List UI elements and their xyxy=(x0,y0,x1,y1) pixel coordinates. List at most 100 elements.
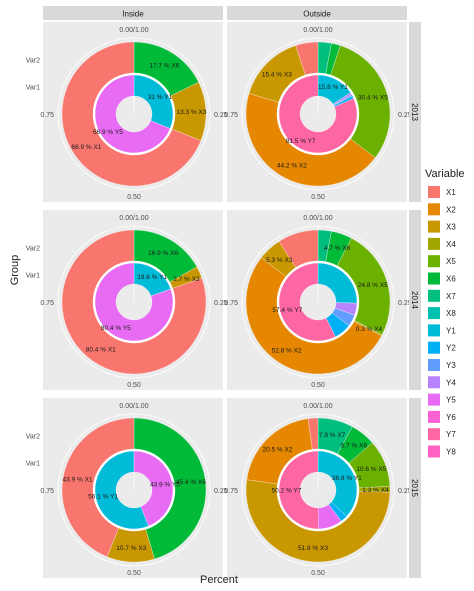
angle-tick-label: 0.25 xyxy=(398,112,412,119)
legend-key-Y6 xyxy=(428,410,440,423)
angle-tick-label: 0.25 xyxy=(398,488,412,495)
legend-label: X5 xyxy=(446,257,456,266)
legend-key-X7 xyxy=(428,289,440,302)
data-label: 5.7 % X6 xyxy=(341,443,368,450)
angle-tick-label: 0.50 xyxy=(127,194,141,201)
data-label: 43.9 % X1 xyxy=(63,477,93,484)
data-label: 31 % Y1 xyxy=(148,94,173,101)
data-label: 15.4 % X3 xyxy=(262,71,292,78)
data-label: 57.4 % Y7 xyxy=(272,307,302,314)
legend-key-X6 xyxy=(428,272,440,285)
legend-key-X2 xyxy=(428,203,440,216)
angle-tick-label: 0.75 xyxy=(40,300,54,307)
panels-layer: 0.00/1.00 0.25 0.50 0.75 31 % Y1 68.9 % Y5 17.… xyxy=(26,22,412,578)
angle-tick-label: 0.75 xyxy=(224,300,238,307)
legend-label: X3 xyxy=(446,223,456,232)
panel-outside-2015: 0.00/1.00 0.25 0.50 0.75 36.8 % Y1 50.2 % Y7 7… xyxy=(224,398,412,578)
data-label: 1.3 % X4 xyxy=(362,487,389,494)
angle-tick-label: 0.25 xyxy=(214,488,228,495)
legend-label: X6 xyxy=(446,275,456,284)
facet-strip-outside: Outside xyxy=(303,10,331,19)
data-label: 24.8 % X5 xyxy=(358,282,388,289)
data-label: 17.7 % X6 xyxy=(149,63,179,70)
y-axis-title: Group xyxy=(9,255,21,286)
data-label: 50.2 % Y7 xyxy=(272,488,302,495)
data-label: 30.4 % X5 xyxy=(358,94,388,101)
data-label: 44.2 % X2 xyxy=(277,163,307,170)
legend-key-Y4 xyxy=(428,376,440,389)
legend-label: Y5 xyxy=(446,396,456,405)
axis-labels: Percent Group xyxy=(9,255,238,586)
data-label: 19.6 % Y1 xyxy=(137,274,167,281)
legend-label: Y8 xyxy=(446,448,456,457)
angle-tick-label: 0.25 xyxy=(214,112,228,119)
legend-label: X4 xyxy=(446,240,456,249)
panel-outside-2013: 0.00/1.00 0.25 0.50 0.75 15.8 % Y1 81.5 % Y7 3… xyxy=(224,22,412,202)
angle-tick-label: 0.00/1.00 xyxy=(119,27,148,34)
data-label: 43.9 % Y5 xyxy=(150,482,180,489)
legend-key-Y7 xyxy=(428,428,440,441)
data-label: 4.7 % X6 xyxy=(324,245,351,252)
slice-inner-Y7 xyxy=(278,262,336,342)
legend-label: X7 xyxy=(446,292,456,301)
angle-tick-label: 0.50 xyxy=(127,382,141,389)
angle-tick-label: 0.50 xyxy=(311,194,325,201)
x-axis-title: Percent xyxy=(200,574,238,586)
legend-key-Y3 xyxy=(428,359,440,371)
angle-tick-label: 0.00/1.00 xyxy=(303,215,332,222)
panel-outside-2014: 0.00/1.00 0.25 0.50 0.75 57.4 % Y7 4.7 % X6 24… xyxy=(224,210,412,390)
angle-tick-label: 0.50 xyxy=(127,570,141,577)
angle-tick-label: 0.75 xyxy=(40,112,54,119)
data-label: 10.7 % X3 xyxy=(116,545,146,552)
angle-tick-label: 0.75 xyxy=(224,488,238,495)
data-label: 52.8 % X2 xyxy=(272,348,302,355)
legend-label: Y6 xyxy=(446,413,456,422)
legend: Variable X1 X2 X3 X4 X5 X6 X7 X8 Y1 Y2 Y3 Y4 Y5 Y6 Y7 Y… xyxy=(425,168,465,458)
data-label: 10.6 % X5 xyxy=(356,466,386,473)
legend-key-X3 xyxy=(428,220,440,233)
data-label: 13.3 % X3 xyxy=(176,109,206,116)
angle-tick-label: 0.00/1.00 xyxy=(119,403,148,410)
legend-key-Y5 xyxy=(428,393,440,406)
data-label: 56.1 % Y1 xyxy=(88,493,118,500)
group-tick-label: Var2 xyxy=(26,246,40,253)
data-label: 16.9 % X6 xyxy=(148,250,178,257)
legend-label: X8 xyxy=(446,309,456,318)
legend-key-Y8 xyxy=(428,445,440,458)
data-label: 51.8 % X3 xyxy=(298,545,328,552)
angle-tick-label: 0.00/1.00 xyxy=(303,27,332,34)
data-label: 20.5 % X2 xyxy=(262,447,292,454)
facet-strip-inside: Inside xyxy=(122,10,144,19)
legend-key-Y2 xyxy=(428,341,440,354)
data-label: 81.5 % Y7 xyxy=(286,138,316,145)
facet-strip-2013: 2013 xyxy=(410,103,419,121)
panel-inside-2014: 0.00/1.00 0.25 0.50 0.75 19.6 % Y1 80.4 % Y5 1… xyxy=(26,210,228,390)
legend-label: X2 xyxy=(446,205,456,214)
legend-key-X4 xyxy=(428,237,440,250)
angle-tick-label: 0.00/1.00 xyxy=(303,403,332,410)
data-label: 7.9 % X7 xyxy=(319,432,346,439)
data-label: 68.9 % Y5 xyxy=(93,129,123,136)
group-tick-label: Var1 xyxy=(26,85,40,92)
facet-strips: Inside Outside 2013 2014 2015 xyxy=(43,6,421,578)
legend-label: Y7 xyxy=(446,430,456,439)
data-label: 36.8 % Y1 xyxy=(332,475,362,482)
legend-key-Y1 xyxy=(428,324,440,337)
data-label: 80.4 % X1 xyxy=(86,346,116,353)
angle-tick-label: 0.50 xyxy=(311,570,325,577)
group-tick-label: Var1 xyxy=(26,461,40,468)
data-label: 68.9 % X1 xyxy=(71,144,101,151)
data-label: 80.4 % Y5 xyxy=(101,325,131,332)
data-label: 0.3 % X4 xyxy=(356,326,383,333)
group-tick-label: Var2 xyxy=(26,434,40,441)
angle-tick-label: 0.00/1.00 xyxy=(119,215,148,222)
legend-key-X8 xyxy=(428,307,440,320)
data-label: 45.4 % X6 xyxy=(176,479,206,486)
data-label: 15.8 % Y1 xyxy=(318,84,348,91)
legend-label: Y4 xyxy=(446,378,456,387)
legend-label: X1 xyxy=(446,188,456,197)
legend-key-X1 xyxy=(428,186,440,198)
legend-label: Y3 xyxy=(446,361,456,370)
facet-strip-2015: 2015 xyxy=(410,479,419,497)
data-label: 2.7 % X3 xyxy=(173,276,200,283)
